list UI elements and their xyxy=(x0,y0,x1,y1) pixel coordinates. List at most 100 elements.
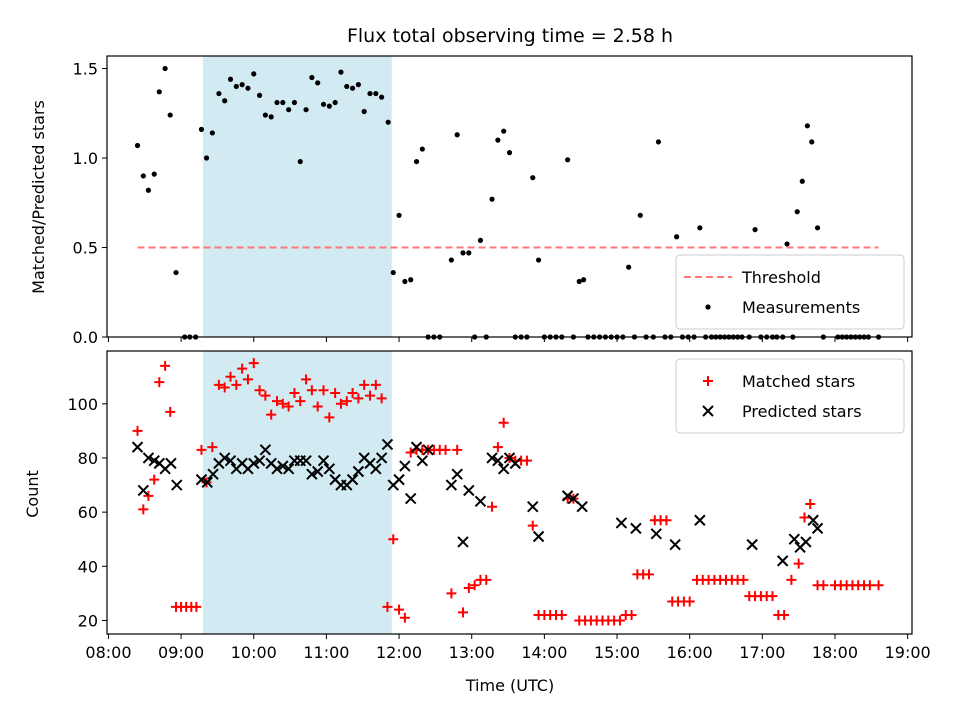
legend: Threshold Measurements xyxy=(675,254,905,330)
data-point xyxy=(388,534,399,545)
data-point xyxy=(416,454,429,467)
data-point xyxy=(794,209,800,215)
data-point xyxy=(487,501,498,512)
data-point xyxy=(752,227,758,233)
data-point xyxy=(532,530,545,543)
data-point xyxy=(399,460,411,472)
data-point xyxy=(359,379,370,390)
data-point xyxy=(347,387,358,398)
data-point xyxy=(804,123,810,129)
data-point xyxy=(154,377,165,388)
data-point xyxy=(463,484,475,497)
data-point xyxy=(330,387,341,398)
data-point xyxy=(286,107,292,113)
data-point xyxy=(352,465,365,478)
y-tick-label: 20 xyxy=(78,611,98,630)
y-tick-label: 100 xyxy=(67,395,98,414)
data-point xyxy=(460,250,466,256)
data-point xyxy=(272,396,283,407)
data-point xyxy=(776,555,789,567)
y-axis-label-ratio: Matched/Predicted stars xyxy=(29,100,48,294)
legend-label: Threshold xyxy=(741,268,821,287)
data-point xyxy=(451,468,463,480)
legend-label: Measurements xyxy=(742,298,860,317)
data-point xyxy=(626,610,637,621)
count-panel: 20 40 60 80 100 08:00 09:00 10:00 11:00 12:00 13:0… xyxy=(67,350,931,662)
data-point xyxy=(132,425,143,436)
data-point xyxy=(793,558,804,569)
data-point xyxy=(297,158,303,165)
legend-box xyxy=(675,254,905,330)
data-point xyxy=(131,441,144,453)
data-point xyxy=(581,277,587,283)
data-point xyxy=(458,607,469,618)
data-point xyxy=(567,492,580,505)
data-point xyxy=(224,454,237,467)
data-point xyxy=(245,85,251,91)
series-plus xyxy=(132,358,884,626)
x-tick-label: 14:00 xyxy=(521,643,567,662)
data-point xyxy=(799,178,805,184)
data-point xyxy=(167,112,173,118)
data-point xyxy=(301,374,312,385)
data-point xyxy=(373,90,379,97)
data-point xyxy=(454,132,460,138)
data-point xyxy=(800,536,812,548)
data-point xyxy=(253,454,266,467)
data-point xyxy=(225,371,236,382)
data-point xyxy=(413,158,420,165)
y-tick-label: 40 xyxy=(78,557,98,576)
data-point xyxy=(399,612,410,623)
data-point xyxy=(469,580,480,591)
data-point xyxy=(509,457,522,470)
data-point xyxy=(814,225,821,231)
data-point xyxy=(162,65,168,72)
x-tick-label: 08:00 xyxy=(85,643,131,662)
data-point xyxy=(674,234,680,240)
y-tick-label: 60 xyxy=(78,503,98,522)
data-point xyxy=(191,601,202,612)
data-point xyxy=(282,463,295,475)
data-point xyxy=(365,390,376,401)
data-point xyxy=(260,390,271,401)
x-tick-label: 10:00 xyxy=(231,643,277,662)
data-point xyxy=(786,574,797,585)
data-point xyxy=(630,522,642,535)
data-point xyxy=(497,463,510,475)
data-point xyxy=(320,101,327,107)
data-point xyxy=(266,409,277,420)
legend-label: Predicted stars xyxy=(742,402,862,421)
data-point xyxy=(165,406,176,417)
data-point xyxy=(419,146,425,152)
data-point xyxy=(274,99,280,106)
data-point xyxy=(346,473,359,486)
data-point xyxy=(396,212,402,218)
data-point xyxy=(349,85,356,91)
data-point xyxy=(318,385,329,396)
data-point xyxy=(535,257,542,263)
x-tick-label: 11:00 xyxy=(303,643,349,662)
x-tick-label: 18:00 xyxy=(812,643,858,662)
data-point xyxy=(283,401,294,412)
y-tick-label: 0.0 xyxy=(73,328,98,347)
data-point xyxy=(375,452,388,464)
data-point xyxy=(171,479,183,491)
data-point xyxy=(259,444,272,456)
data-point xyxy=(370,463,382,475)
y-tick-label: 0.5 xyxy=(73,239,98,258)
data-point xyxy=(457,536,469,548)
data-point xyxy=(219,382,230,393)
data-point xyxy=(203,155,210,161)
legend-swatch xyxy=(703,376,713,386)
x-tick-label: 16:00 xyxy=(667,643,713,662)
data-point xyxy=(811,522,824,535)
data-point xyxy=(643,569,654,580)
data-point xyxy=(779,610,790,621)
data-point xyxy=(382,601,393,612)
data-point xyxy=(317,454,330,467)
series-x xyxy=(131,438,824,567)
data-point xyxy=(291,99,298,106)
data-point xyxy=(306,468,318,480)
data-point xyxy=(452,444,463,455)
data-point xyxy=(527,501,539,513)
